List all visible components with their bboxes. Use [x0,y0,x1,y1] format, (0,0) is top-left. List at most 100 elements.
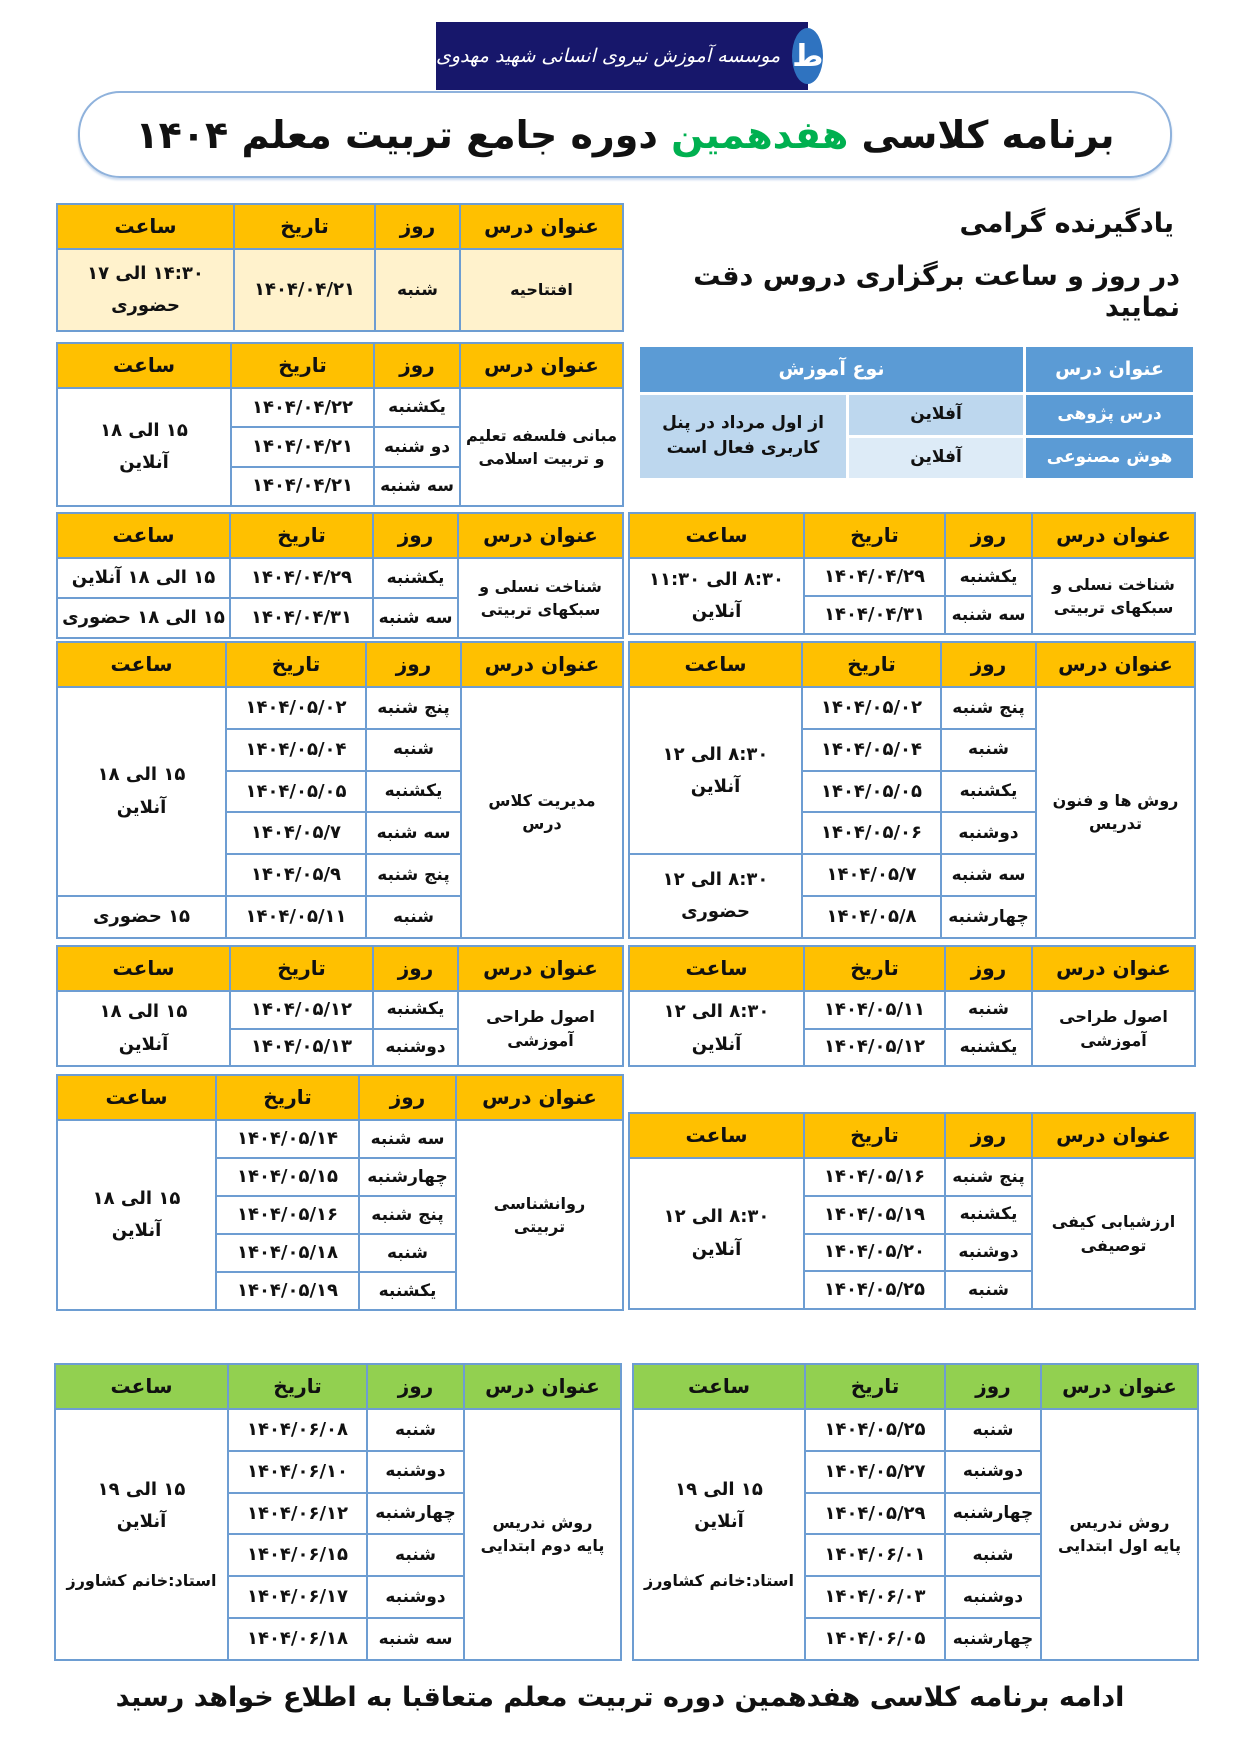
column-header: ساعت [54,1363,229,1410]
header-row: عنوان درس روز تاریخ ساعت [56,203,624,250]
session-day: یکشنبه [944,1027,1033,1067]
time-line: ۱۵ الی ۱۸ [100,419,188,441]
session-date: ۱۴۰۴/۰۵/۱۱ [803,990,946,1030]
session-time: ۱۵ الی ۱۸ آنلاین [56,556,231,600]
column-header: روز [374,203,461,250]
column-header: عنوان درس [1031,945,1196,992]
table-row: روش ندریس پایه اول ابتدایی شنبه ۱۴۰۴/۰۵/۲۵ ۱… [632,1408,1199,1661]
header-row: عنوان درس روز تاریخ ساعت [628,512,1196,559]
course-title: اصول طراحی آموزشی [457,990,624,1067]
header-row: عنوان درس روز تاریخ ساعت [628,945,1196,992]
time-line: ۱۵ الی ۱۸ آنلاین [71,567,216,588]
course-line: ارزشیابی کیفی [1051,1212,1176,1232]
session-day: شنبه [940,727,1037,772]
time-line: ۱۵ الی ۱۹ [675,1478,763,1500]
session-day: شنبه [944,1408,1042,1452]
session-date: ۱۴۰۴/۰۵/۱۲ [229,990,374,1030]
header-course: عنوان درس [1026,347,1194,392]
column-header: عنوان درس [460,641,624,688]
column-header: ساعت [56,512,231,559]
title-part1: برنامه کلاسی [848,112,1115,157]
time-line: ۱۵ الی ۱۸ حضوری [62,607,225,629]
session-day: سه شنبه [365,811,462,856]
column-header: روز [944,1112,1033,1159]
session-date: ۱۴۰۴/۰۵/۰۵ [801,769,942,814]
schedule-table-t3L: عنوان درس روز تاریخ ساعت شناخت نسلی و سبکهای … [56,512,624,640]
session-date: ۱۴۰۴/۰۴/۲۲ [230,386,375,429]
course-line: پایه دوم ابتدایی [480,1536,605,1556]
session-date: ۱۴۰۴/۰۵/۱۳ [229,1027,374,1067]
session-date: ۱۴۰۴/۰۴/۲۹ [803,557,946,597]
column-header: روز [944,945,1033,992]
course-line: اصول طراحی [486,1007,595,1027]
time-line: ۸:۳۰ الی ۱۲ [662,869,769,891]
session-date: ۱۴۰۴/۰۵/۷ [225,811,367,856]
offline-type: آفلاین [849,437,1024,478]
session-time: ۱۵ الی ۱۹ آنلاین استاد:خانم کشاورز [632,1408,806,1661]
course-line: افتتاحیه [510,280,573,300]
session-time: ۸:۳۰ الی ۱۲ آنلاین [628,990,805,1067]
session-day: یکشنبه [944,557,1033,597]
reminder-line2: در روز و ساعت برگزاری دروس دقت نمایید [693,261,1180,323]
session-time: ۱۵ حضوری [56,895,227,939]
session-date: ۱۴۰۴/۰۵/۱۴ [215,1119,360,1159]
schedule-table-t7L: عنوان درس روز تاریخ ساعت روش ندریس پایه دوم ا… [54,1363,622,1661]
session-day: چهارشنبه [944,1491,1042,1536]
column-header: تاریخ [215,1074,360,1121]
logo-text: موسسه آموزش نیروی انسانی شهید مهدوی [436,45,781,67]
time-line: ۱۵ الی ۱۹ [97,1478,186,1500]
session-day: سه شنبه [366,1617,465,1661]
session-time: ۱۵ الی ۱۸ آنلاین [56,387,232,507]
session-day: سه شنبه [940,853,1037,898]
column-header: تاریخ [801,641,942,688]
session-day: یکشنبه [365,769,462,814]
schedule-table-t1: عنوان درس روز تاریخ ساعت افتتاحیه شنبه ۱۴۰۴/۰۴… [56,203,624,332]
offline-note: از اول مرداد در پنل کاربری فعال است [640,394,847,478]
session-date: ۱۴۰۴/۰۵/۰۴ [801,727,942,772]
course-line: پایه اول ابتدایی [1057,1536,1182,1556]
session-day: سه شنبه [944,595,1033,635]
session-day: چهارشنبه [358,1157,457,1197]
session-date: ۱۴۰۴/۰۴/۲۱ [230,465,375,507]
column-header: ساعت [56,1074,217,1121]
institute-logo: ط موسسه آموزش نیروی انسانی شهید مهدوی [436,22,824,90]
time-line: حضوری [111,295,180,316]
course-line: روش ندریس [492,1513,593,1533]
session-date: ۱۴۰۴/۰۴/۲۱ [230,426,375,468]
schedule-table-t3R: عنوان درس روز تاریخ ساعت شناخت نسلی و سبکهای … [628,512,1196,635]
table-row: شناخت نسلی و سبکهای تربیتی یکشنبه ۱۴۰۴/۰۴/۲… [56,556,624,640]
session-day: سه شنبه [373,465,461,507]
session-date: ۱۴۰۴/۰۶/۱۲ [227,1491,368,1536]
session-date: ۱۴۰۴/۰۵/۱۵ [215,1157,360,1197]
column-header: تاریخ [803,1112,946,1159]
course-title: شناخت نسلی و سبکهای تربیتی [1031,557,1196,635]
offline-course: درس پژوهی [1026,394,1194,435]
session-date: ۱۴۰۴/۰۵/۰۲ [801,686,942,730]
header-type: نوع آموزش [640,347,1024,392]
session-time: ۱۵ الی ۱۹ آنلاین استاد:خانم کشاورز [54,1408,229,1661]
reminder-line1: یادگیرنده گرامی [959,208,1174,239]
course-line: درس [522,814,562,834]
session-date: ۱۴۰۴/۰۵/۰۲ [225,686,367,730]
course-title: روش ندریس پایه دوم ابتدایی [463,1408,622,1661]
time-line: ۱۴:۳۰ الی ۱۷ [87,262,204,284]
time-line: آنلاین [116,796,167,818]
time-line: آنلاین [694,1510,744,1532]
table-row: روانشناسی تربیتی سه شنبه ۱۴۰۴/۰۵/۱۴ ۱۵ الی ۱… [56,1119,624,1311]
header-row: عنوان درس روز تاریخ ساعت [54,1363,622,1410]
session-date: ۱۴۰۴/۰۵/۱۶ [215,1195,360,1235]
session-date: ۱۴۰۴/۰۵/۱۹ [803,1194,946,1235]
course-title: مدیریت کلاس درس [460,686,624,939]
course-title: شناخت نسلی و سبکهای تربیتی [457,556,624,640]
session-day: شنبه [944,1533,1042,1578]
session-day: یکشنبه [940,769,1037,814]
page-title-box: برنامه کلاسی هفدهمین دوره جامع تربیت معل… [78,91,1172,178]
course-title: روانشناسی تربیتی [455,1119,624,1311]
course-line: تربیتی [513,1217,566,1236]
time-line: ۱۵ الی ۱۸ [92,1187,181,1209]
session-day: شنبه [366,1533,465,1578]
time-line: ۸:۳۰ الی ۱۲ [662,743,769,765]
table-row: اصول طراحی آموزشی یکشنبه ۱۴۰۴/۰۵/۱۲ ۱۵ الی ۱… [56,990,624,1067]
course-line: مبانی فلسفه تعلیم [466,425,617,445]
session-day: پنج شنبه [365,853,462,898]
